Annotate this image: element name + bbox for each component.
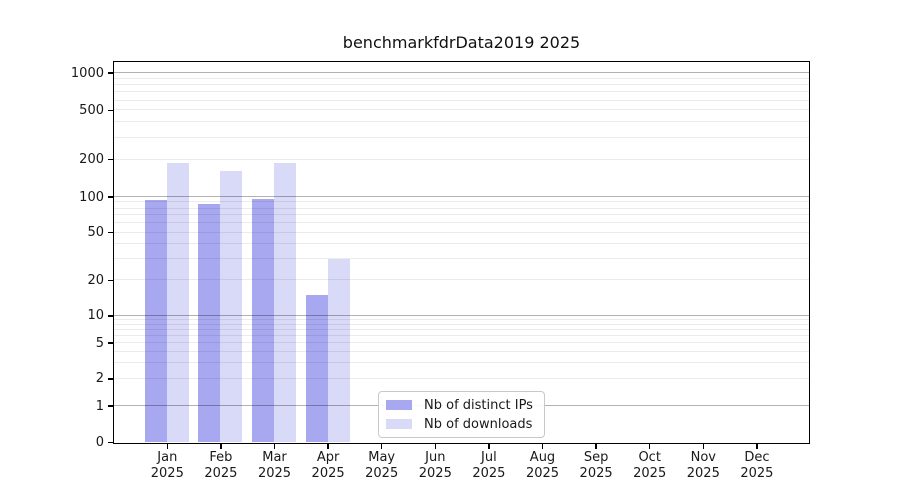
gridline-major-100 bbox=[114, 196, 809, 198]
y-tick-mark-2 bbox=[107, 378, 113, 380]
x-tick-mark-jan bbox=[166, 444, 168, 449]
chart-title: benchmarkfdrData2019 2025 bbox=[342, 33, 581, 52]
gridline-minor-6 bbox=[114, 334, 809, 336]
y-tick-label-2: 2 bbox=[95, 371, 104, 387]
gridline-minor-500 bbox=[114, 109, 809, 111]
x-tick-mark-jun bbox=[434, 444, 436, 449]
x-tick-mark-feb bbox=[220, 444, 222, 449]
gridline-minor-60 bbox=[114, 222, 809, 224]
x-tick-label-nov: Nov 2025 bbox=[686, 450, 720, 481]
y-tick-label-20: 20 bbox=[87, 272, 104, 288]
y-tick-mark-0 bbox=[107, 441, 113, 444]
x-tick-label-oct: Oct 2025 bbox=[633, 450, 667, 481]
y-tick-mark-10 bbox=[107, 315, 113, 317]
y-tick-mark-200 bbox=[107, 159, 113, 161]
bar-distinct-ips-feb bbox=[198, 203, 221, 442]
legend-swatch-distinct-ips bbox=[386, 400, 412, 410]
legend-label-distinct-ips: Nb of distinct IPs bbox=[424, 397, 533, 413]
x-tick-label-jul: Jul 2025 bbox=[472, 450, 506, 481]
y-tick-label-1000: 1000 bbox=[70, 65, 104, 81]
y-tick-label-1: 1 bbox=[95, 398, 104, 414]
gridline-minor-9 bbox=[114, 319, 809, 321]
x-tick-label-sep: Sep 2025 bbox=[579, 450, 613, 481]
x-tick-mark-may bbox=[381, 444, 383, 449]
x-tick-label-jan: Jan 2025 bbox=[150, 450, 184, 481]
legend: Nb of distinct IPs Nb of downloads bbox=[378, 391, 545, 438]
x-tick-label-apr: Apr 2025 bbox=[311, 450, 345, 481]
gridline-minor-2 bbox=[114, 377, 809, 379]
y-tick-mark-20 bbox=[107, 279, 113, 281]
y-tick-label-5: 5 bbox=[95, 335, 104, 351]
x-tick-label-jun: Jun 2025 bbox=[418, 450, 452, 481]
gridline-major-1000 bbox=[114, 72, 809, 74]
gridline-minor-90 bbox=[114, 201, 809, 203]
legend-label-downloads: Nb of downloads bbox=[424, 416, 533, 432]
gridline-minor-300 bbox=[114, 136, 809, 138]
x-tick-mark-apr bbox=[327, 444, 329, 449]
x-tick-label-may: May 2025 bbox=[365, 450, 399, 481]
x-tick-label-feb: Feb 2025 bbox=[204, 450, 238, 481]
y-tick-label-0: 0 bbox=[95, 435, 104, 450]
x-tick-label-dec: Dec 2025 bbox=[740, 450, 774, 481]
x-tick-mark-nov bbox=[702, 444, 704, 449]
y-tick-mark-1 bbox=[107, 405, 113, 407]
gridline-minor-30 bbox=[114, 258, 809, 260]
gridline-minor-40 bbox=[114, 243, 809, 245]
gridline-minor-200 bbox=[114, 158, 809, 160]
y-tick-label-10: 10 bbox=[87, 308, 104, 324]
bar-downloads-feb bbox=[220, 171, 243, 442]
gridline-minor-800 bbox=[114, 84, 809, 86]
y-tick-mark-1000 bbox=[107, 72, 113, 74]
gridline-minor-80 bbox=[114, 207, 809, 209]
legend-item-distinct-ips: Nb of distinct IPs bbox=[386, 397, 544, 413]
gridline-major-10 bbox=[114, 314, 809, 316]
bar-downloads-mar bbox=[274, 162, 296, 442]
y-tick-mark-100 bbox=[107, 196, 113, 198]
plot-area: Nb of distinct IPs Nb of downloads bbox=[113, 61, 810, 444]
gridline-minor-5 bbox=[114, 342, 809, 344]
gridline-minor-4 bbox=[114, 350, 809, 352]
y-tick-mark-50 bbox=[107, 232, 113, 234]
x-tick-label-aug: Aug 2025 bbox=[525, 450, 560, 481]
x-tick-mark-jul bbox=[488, 444, 490, 449]
y-tick-label-200: 200 bbox=[79, 152, 104, 168]
gridline-minor-3 bbox=[114, 362, 809, 364]
bar-downloads-jan bbox=[166, 163, 189, 442]
x-tick-mark-aug bbox=[541, 444, 544, 449]
gridline-minor-900 bbox=[114, 77, 809, 79]
y-tick-mark-500 bbox=[107, 109, 113, 112]
gridline-minor-50 bbox=[114, 231, 809, 233]
y-tick-label-50: 50 bbox=[87, 225, 104, 241]
bar-distinct-ips-mar bbox=[252, 198, 274, 442]
gridline-minor-600 bbox=[114, 99, 809, 101]
gridline-minor-70 bbox=[114, 214, 809, 216]
x-tick-mark-oct bbox=[649, 444, 651, 449]
bar-distinct-ips-jan bbox=[144, 199, 167, 442]
y-tick-mark-5 bbox=[107, 342, 113, 344]
gridline-minor-8 bbox=[114, 323, 809, 325]
x-tick-label-mar: Mar 2025 bbox=[257, 450, 292, 481]
gridline-minor-400 bbox=[114, 121, 809, 123]
legend-swatch-downloads bbox=[386, 419, 412, 429]
gridline-minor-20 bbox=[114, 279, 809, 281]
y-tick-label-100: 100 bbox=[79, 189, 104, 205]
gridline-minor-700 bbox=[114, 91, 809, 93]
bar-distinct-ips-apr bbox=[305, 294, 328, 442]
x-tick-mark-mar bbox=[273, 444, 276, 449]
x-tick-mark-sep bbox=[595, 444, 597, 449]
legend-item-downloads: Nb of downloads bbox=[386, 416, 544, 432]
y-tick-label-500: 500 bbox=[79, 102, 104, 118]
bar-downloads-apr bbox=[327, 258, 350, 442]
x-tick-mark-dec bbox=[756, 444, 758, 449]
gridline-minor-7 bbox=[114, 328, 809, 330]
